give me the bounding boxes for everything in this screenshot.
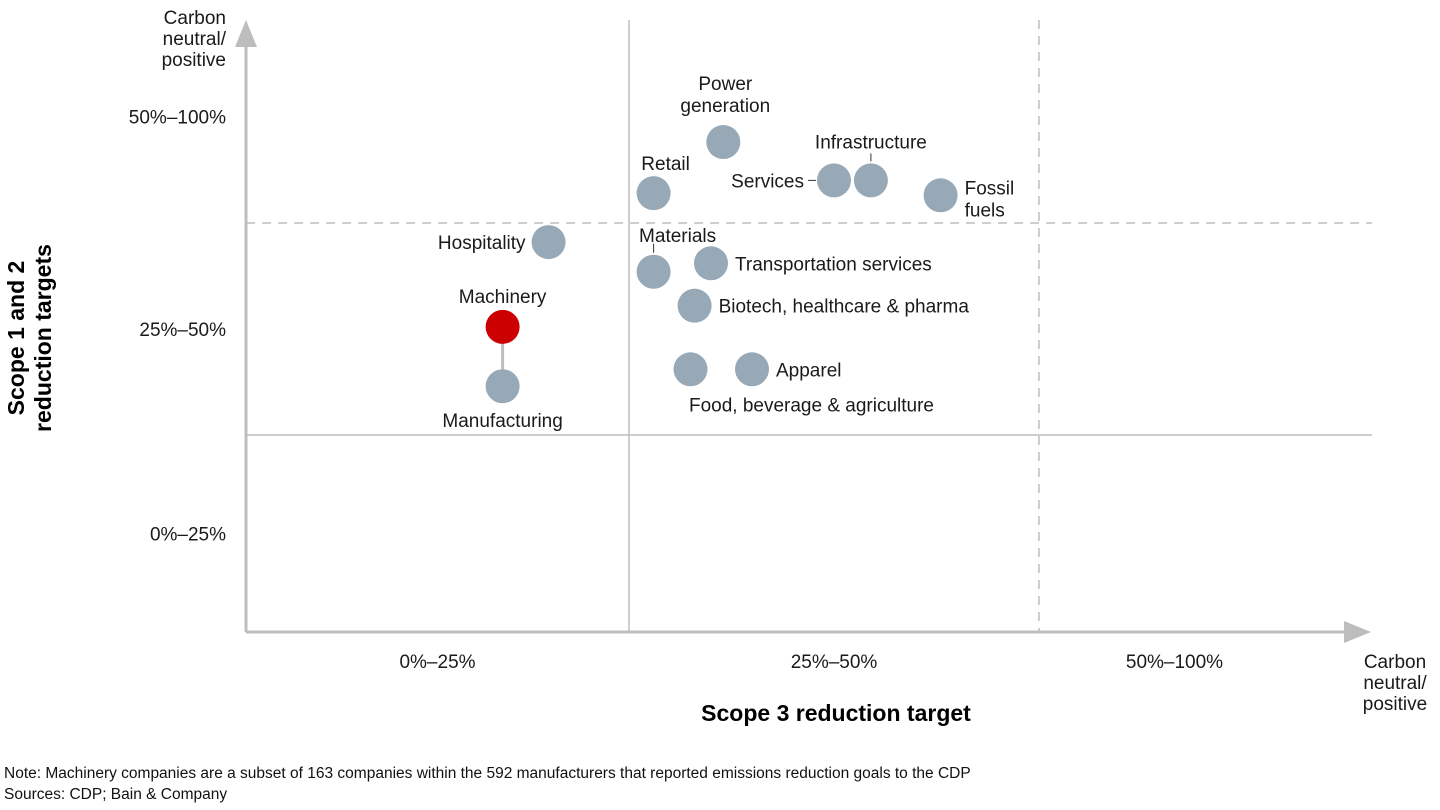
point-hospitality bbox=[531, 225, 566, 260]
data-points bbox=[485, 125, 958, 404]
x-tick-label: 50%–100% bbox=[1126, 652, 1223, 673]
label-infrastructure: Infrastructure bbox=[815, 132, 927, 153]
x-tick-label: 25%–50% bbox=[791, 652, 878, 673]
point-apparel bbox=[735, 352, 769, 387]
label-biotech-healthcare-pharma: Biotech, healthcare & pharma bbox=[719, 297, 970, 318]
point-machinery bbox=[485, 309, 520, 344]
label-line: Fossil bbox=[965, 178, 1015, 199]
label-food-beverage-agriculture: Food, beverage & agriculture bbox=[689, 395, 934, 416]
point-transportation-services bbox=[694, 246, 728, 281]
label-transportation-services: Transportation services bbox=[735, 254, 932, 275]
y-axis-end-label: Carbon neutral/positive bbox=[162, 8, 227, 71]
label-line: Infrastructure bbox=[815, 132, 927, 153]
point-food-beverage-agriculture bbox=[673, 352, 708, 387]
label-line: Carbon bbox=[1364, 652, 1426, 673]
tick-labels: 0%–25% 25%–50% 50%–100% 0%–25% 25%–50% 50%–10… bbox=[129, 8, 1428, 715]
scatter-chart: Machinery Manufacturing Hospitality Retail M… bbox=[3, 8, 1428, 726]
x-axis-title: Scope 3 reduction target bbox=[701, 700, 971, 726]
x-axis-arrow-icon bbox=[1344, 621, 1371, 643]
label-line: Machinery bbox=[459, 287, 547, 308]
axes bbox=[235, 20, 1371, 643]
y-tick-label: 50%–100% bbox=[129, 108, 226, 129]
y-axis-arrow-icon bbox=[235, 20, 257, 47]
sources-text: Sources: CDP; Bain & Company bbox=[4, 786, 228, 803]
label-line: Biotech, healthcare & pharma bbox=[719, 297, 970, 318]
quadrant-grid bbox=[246, 20, 1372, 632]
label-power-generation: Power generation bbox=[680, 74, 770, 117]
label-materials: Materials bbox=[639, 226, 716, 247]
label-hospitality: Hospitality bbox=[438, 233, 526, 254]
y-tick-label: 0%–25% bbox=[150, 525, 226, 546]
label-line: neutral/ bbox=[163, 29, 227, 50]
label-line: Services bbox=[731, 171, 804, 192]
label-line: neutral/ bbox=[1363, 673, 1427, 694]
point-labels: Machinery Manufacturing Hospitality Retail M… bbox=[438, 74, 1014, 432]
label-line: Transportation services bbox=[735, 254, 932, 275]
label-apparel: Apparel bbox=[776, 360, 842, 381]
label-line: Hospitality bbox=[438, 233, 526, 254]
axis-titles: Scope 3 reduction target Scope 1 and 2red… bbox=[3, 244, 971, 726]
label-line: reduction targets bbox=[30, 244, 56, 432]
chart-notes: Note: Machinery companies are a subset o… bbox=[4, 763, 971, 805]
point-power-generation bbox=[706, 125, 741, 160]
label-fossil-fuels: Fossil fuels bbox=[965, 178, 1015, 221]
point-manufacturing bbox=[485, 369, 520, 404]
label-retail: Retail bbox=[641, 154, 690, 175]
point-fossil-fuels bbox=[923, 178, 958, 213]
point-biotech-healthcare-pharma bbox=[677, 288, 712, 323]
label-line: Retail bbox=[641, 154, 690, 175]
label-line: positive bbox=[162, 50, 226, 71]
note-text: Note: Machinery companies are a subset o… bbox=[4, 765, 971, 782]
label-line: generation bbox=[680, 96, 770, 117]
label-line: fuels bbox=[965, 200, 1005, 221]
label-line: Carbon bbox=[164, 8, 226, 29]
x-tick-label: 0%–25% bbox=[399, 652, 475, 673]
point-infrastructure bbox=[853, 163, 888, 198]
x-axis-end-label: Carbon neutral/positive bbox=[1363, 652, 1428, 715]
label-line: Materials bbox=[639, 226, 716, 247]
label-machinery: Machinery bbox=[459, 287, 547, 308]
label-line: Power bbox=[698, 74, 753, 95]
label-line: Scope 1 and 2 bbox=[3, 261, 29, 416]
label-line: Manufacturing bbox=[442, 411, 562, 432]
label-services: Services bbox=[731, 171, 804, 192]
point-materials bbox=[636, 254, 671, 289]
label-line: Apparel bbox=[776, 360, 842, 381]
label-line: positive bbox=[1363, 694, 1427, 715]
point-services bbox=[817, 163, 851, 198]
y-tick-label: 25%–50% bbox=[139, 320, 226, 341]
label-line: Food, beverage & agriculture bbox=[689, 395, 934, 416]
point-retail bbox=[636, 176, 671, 211]
label-manufacturing: Manufacturing bbox=[442, 411, 562, 432]
y-axis-title: Scope 1 and 2reduction targets bbox=[3, 244, 56, 432]
